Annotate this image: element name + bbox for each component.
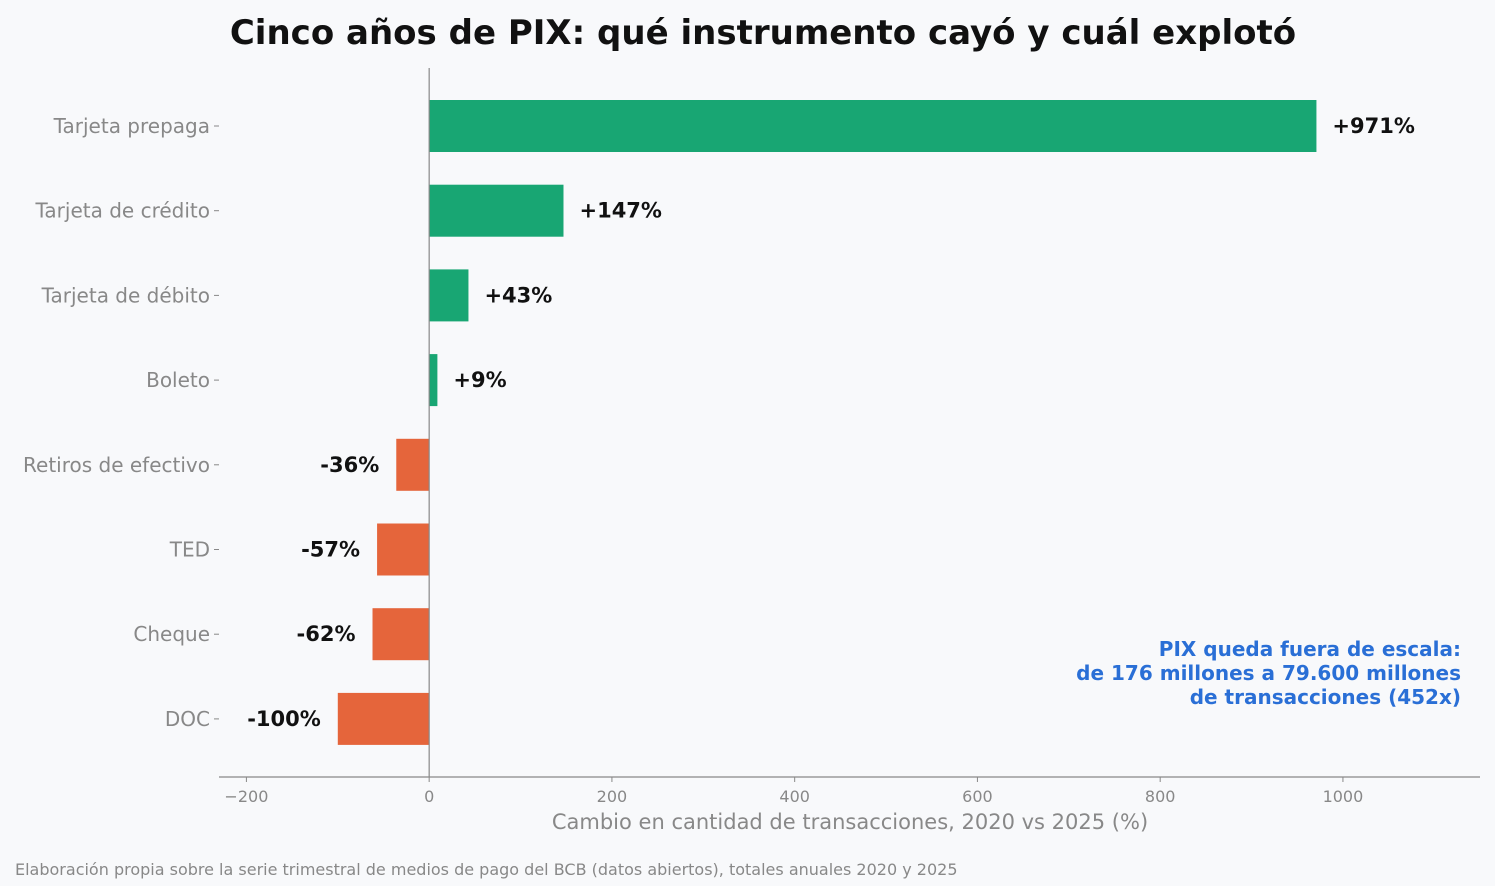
category-label-3: Boleto	[146, 368, 210, 392]
data-label-5: -57%	[301, 538, 360, 562]
bars-layer	[337, 100, 1317, 745]
labels-layer: Tarjeta prepaga +971% Tarjeta de crédito +1…	[23, 114, 1415, 806]
category-label-7: DOC	[165, 707, 210, 731]
bar-4	[396, 438, 430, 491]
data-label-6: -62%	[297, 622, 356, 646]
bar-2	[429, 269, 469, 322]
x-axis-label: Cambio en cantidad de transacciones, 202…	[552, 810, 1148, 834]
annotation-line-1: de 176 millones a 79.600 millones	[1076, 661, 1461, 685]
data-label-2: +43%	[484, 283, 552, 307]
x-tick-label-6: 1000	[1323, 787, 1364, 806]
bar-6	[372, 608, 430, 661]
bar-1	[429, 184, 564, 237]
data-label-3: +9%	[453, 368, 506, 392]
x-tick-label-4: 600	[962, 787, 993, 806]
source-note: Elaboración propia sobre la serie trimes…	[15, 860, 958, 879]
x-tick-label-3: 400	[779, 787, 810, 806]
axes-layer	[214, 68, 1480, 782]
bar-7	[337, 692, 430, 745]
x-tick-label-1: 0	[424, 787, 434, 806]
x-tick-label-2: 200	[597, 787, 628, 806]
pix-annotation: PIX queda fuera de escala: de 176 millone…	[1076, 637, 1461, 709]
category-label-6: Cheque	[133, 622, 210, 646]
data-label-0: +971%	[1332, 114, 1414, 138]
data-label-7: -100%	[247, 707, 321, 731]
bar-0	[429, 100, 1317, 152]
chart-title: Cinco años de PIX: qué instrumento cayó …	[230, 13, 1296, 53]
bar-3	[429, 354, 438, 407]
annotation-line-2: de transacciones (452x)	[1190, 685, 1461, 709]
bar-5	[377, 523, 430, 576]
data-label-4: -36%	[320, 453, 379, 477]
category-label-4: Retiros de efectivo	[23, 453, 210, 477]
annotation-line-0: PIX queda fuera de escala:	[1159, 637, 1461, 661]
x-tick-label-5: 800	[1145, 787, 1176, 806]
category-label-0: Tarjeta prepaga	[53, 114, 210, 138]
category-label-2: Tarjeta de débito	[41, 283, 210, 307]
data-label-1: +147%	[579, 199, 661, 223]
category-label-5: TED	[169, 538, 210, 562]
x-tick-label-0: −200	[224, 787, 268, 806]
category-label-1: Tarjeta de crédito	[35, 199, 210, 223]
